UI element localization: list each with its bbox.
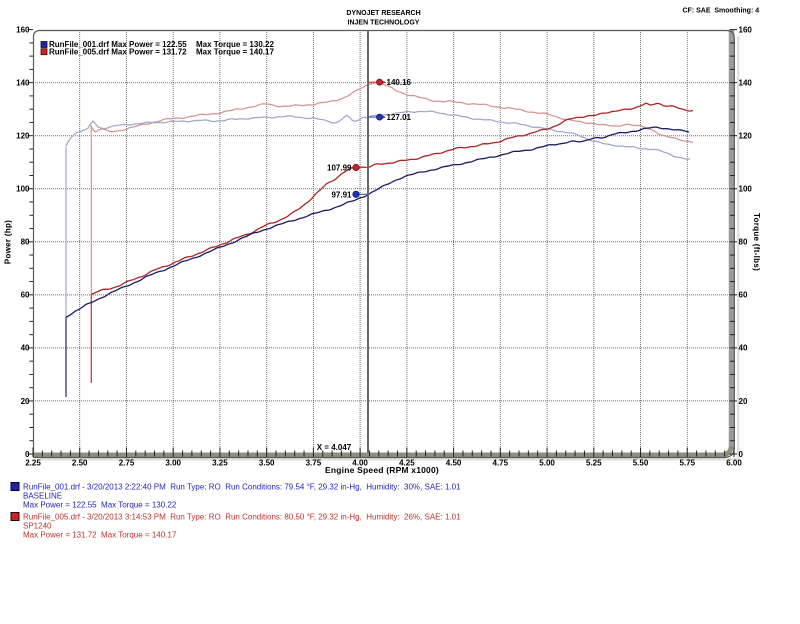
svg-text:INJEN TECHNOLOGY: INJEN TECHNOLOGY [348,20,420,27]
svg-text:5.50: 5.50 [633,459,649,468]
svg-text:RunFile_001.drf Max Power = 12: RunFile_001.drf Max Power = 122.55 [49,40,187,49]
svg-text:60: 60 [739,291,748,300]
svg-text:Max Torque = 130.22: Max Torque = 130.22 [196,40,274,49]
svg-text:2.75: 2.75 [119,459,135,468]
svg-text:CF: SAE Smoothing: 4: CF: SAE Smoothing: 4 [683,7,760,14]
svg-text:DYNOJET RESEARCH: DYNOJET RESEARCH [346,10,420,17]
svg-text:60: 60 [21,291,30,300]
svg-text:Max Torque = 140.17: Max Torque = 140.17 [196,47,274,56]
svg-text:0: 0 [739,450,744,459]
svg-text:BASELINE: BASELINE [23,492,62,501]
svg-text:140.16: 140.16 [387,78,412,87]
svg-text:3.50: 3.50 [259,459,275,468]
svg-text:2.50: 2.50 [72,459,88,468]
svg-text:3.75: 3.75 [306,459,322,468]
svg-text:40: 40 [21,344,30,353]
svg-text:160: 160 [739,25,753,34]
svg-text:160: 160 [16,25,30,34]
svg-text:97.91: 97.91 [331,190,352,199]
svg-text:5.00: 5.00 [539,459,555,468]
svg-text:RunFile_005.drf - 3/20/2013 3:: RunFile_005.drf - 3/20/2013 3:14:53 PM R… [23,513,461,522]
svg-text:SP1240: SP1240 [23,522,52,531]
svg-text:4.25: 4.25 [399,459,415,468]
svg-text:120: 120 [16,132,30,141]
svg-text:Torque (ft-lbs): Torque (ft-lbs) [752,213,761,271]
svg-text:80: 80 [739,238,748,247]
svg-text:3.00: 3.00 [165,459,181,468]
svg-text:140: 140 [16,79,30,88]
svg-text:4.50: 4.50 [446,459,462,468]
svg-text:Max Power = 122.55 Max Torque: Max Power = 122.55 Max Torque = 130.22 [23,501,177,510]
svg-text:4.75: 4.75 [493,459,509,468]
svg-text:20: 20 [21,397,30,406]
svg-text:100: 100 [16,185,30,194]
svg-text:4.00: 4.00 [352,459,368,468]
svg-text:Max Power = 131.72 Max Torque: Max Power = 131.72 Max Torque = 140.17 [23,531,177,540]
svg-text:5.25: 5.25 [586,459,602,468]
svg-text:2.25: 2.25 [25,459,41,468]
svg-text:80: 80 [21,238,30,247]
svg-text:Engine Speed (RPM x1000): Engine Speed (RPM x1000) [325,465,439,475]
svg-text:X = 4.047: X = 4.047 [317,443,352,452]
svg-text:20: 20 [739,397,748,406]
svg-text:107.99: 107.99 [327,164,352,173]
svg-text:127.01: 127.01 [387,113,412,122]
svg-text:0: 0 [25,450,30,459]
svg-text:120: 120 [739,132,753,141]
svg-text:6.00: 6.00 [726,459,742,468]
svg-text:RunFile_001.drf - 3/20/2013 2:: RunFile_001.drf - 3/20/2013 2:22:40 PM R… [23,483,461,492]
svg-text:140: 140 [739,79,753,88]
svg-text:3.25: 3.25 [212,459,228,468]
svg-text:RunFile_005.drf Max Power = 13: RunFile_005.drf Max Power = 131.72 [49,47,187,56]
svg-text:5.75: 5.75 [680,459,696,468]
svg-text:100: 100 [739,185,753,194]
svg-text:Power (hp): Power (hp) [4,220,13,264]
svg-text:40: 40 [739,344,748,353]
